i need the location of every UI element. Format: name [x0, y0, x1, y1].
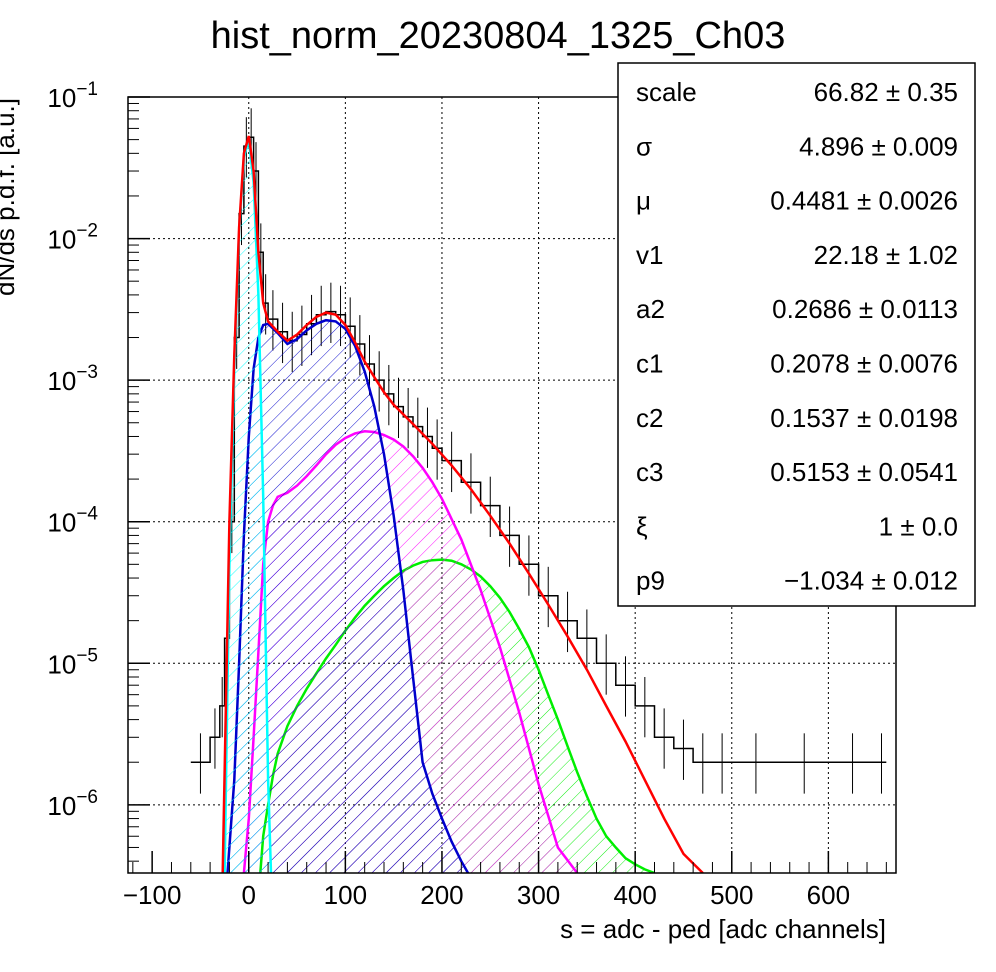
stats-param-value: 0.2078 ± 0.0076 — [770, 349, 958, 379]
x-tick-label: 600 — [807, 880, 850, 910]
y-axis-label: dN/ds p.d.f. [a.u.] — [0, 98, 20, 296]
stats-param-name: σ — [636, 131, 652, 161]
stats-param-value: 66.82 ± 0.35 — [814, 77, 958, 107]
stats-param-name: p9 — [636, 566, 665, 596]
total-fit-curve — [221, 135, 704, 873]
stats-param-value: 1 ± 0.0 — [879, 511, 958, 541]
stats-param-value: −1.034 ± 0.012 — [784, 566, 958, 596]
stats-param-value: 0.5153 ± 0.0541 — [770, 457, 958, 487]
stats-box-frame — [617, 62, 976, 607]
stats-param-name: v1 — [636, 240, 663, 270]
stats-param-value: 22.18 ± 1.02 — [814, 240, 958, 270]
x-tick-label: 200 — [420, 880, 463, 910]
stats-param-name: μ — [636, 186, 651, 216]
curves — [190, 108, 887, 873]
stats-param-value: 4.896 ± 0.009 — [799, 131, 958, 161]
x-tick-label: −100 — [123, 880, 182, 910]
x-tick-label: 300 — [517, 880, 560, 910]
x-axis-label: s = adc - ped [adc channels] — [560, 914, 886, 944]
stats-param-value: 0.2686 ± 0.0113 — [772, 294, 958, 324]
y-tick-label: 10−6 — [47, 787, 98, 821]
y-tick-label: 10−2 — [47, 221, 98, 255]
axes: −100 0 100 200 300 400 500 600 10−6 10−5 10−4 10−3 1… — [47, 79, 887, 910]
stats-param-name: scale — [636, 77, 697, 107]
chart-title: hist_norm_20230804_1325_Ch03 — [211, 15, 786, 57]
y-tick-label: 10−3 — [47, 362, 98, 396]
y-tick-label: 10−1 — [47, 79, 98, 113]
stats-param-name: ξ — [636, 511, 648, 541]
y-tick-label: 10−5 — [47, 645, 98, 679]
stats-param-name: c2 — [636, 403, 663, 433]
component-fill — [227, 320, 468, 873]
fit-stats-box: scale 66.82 ± 0.35 σ 4.896 ± 0.009 μ 0.4481 ±… — [617, 62, 976, 607]
stats-param-name: c1 — [636, 349, 663, 379]
x-tick-label: 100 — [324, 880, 367, 910]
stats-param-value: 0.4481 ± 0.0026 — [770, 186, 958, 216]
stats-param-value: 0.1537 ± 0.0198 — [770, 403, 958, 433]
stats-param-name: c3 — [636, 457, 663, 487]
x-tick-label: 500 — [710, 880, 753, 910]
x-tick-label: 400 — [613, 880, 656, 910]
stats-param-name: a2 — [636, 294, 665, 324]
y-tick-label: 10−4 — [47, 504, 98, 538]
x-tick-label: 0 — [242, 880, 256, 910]
